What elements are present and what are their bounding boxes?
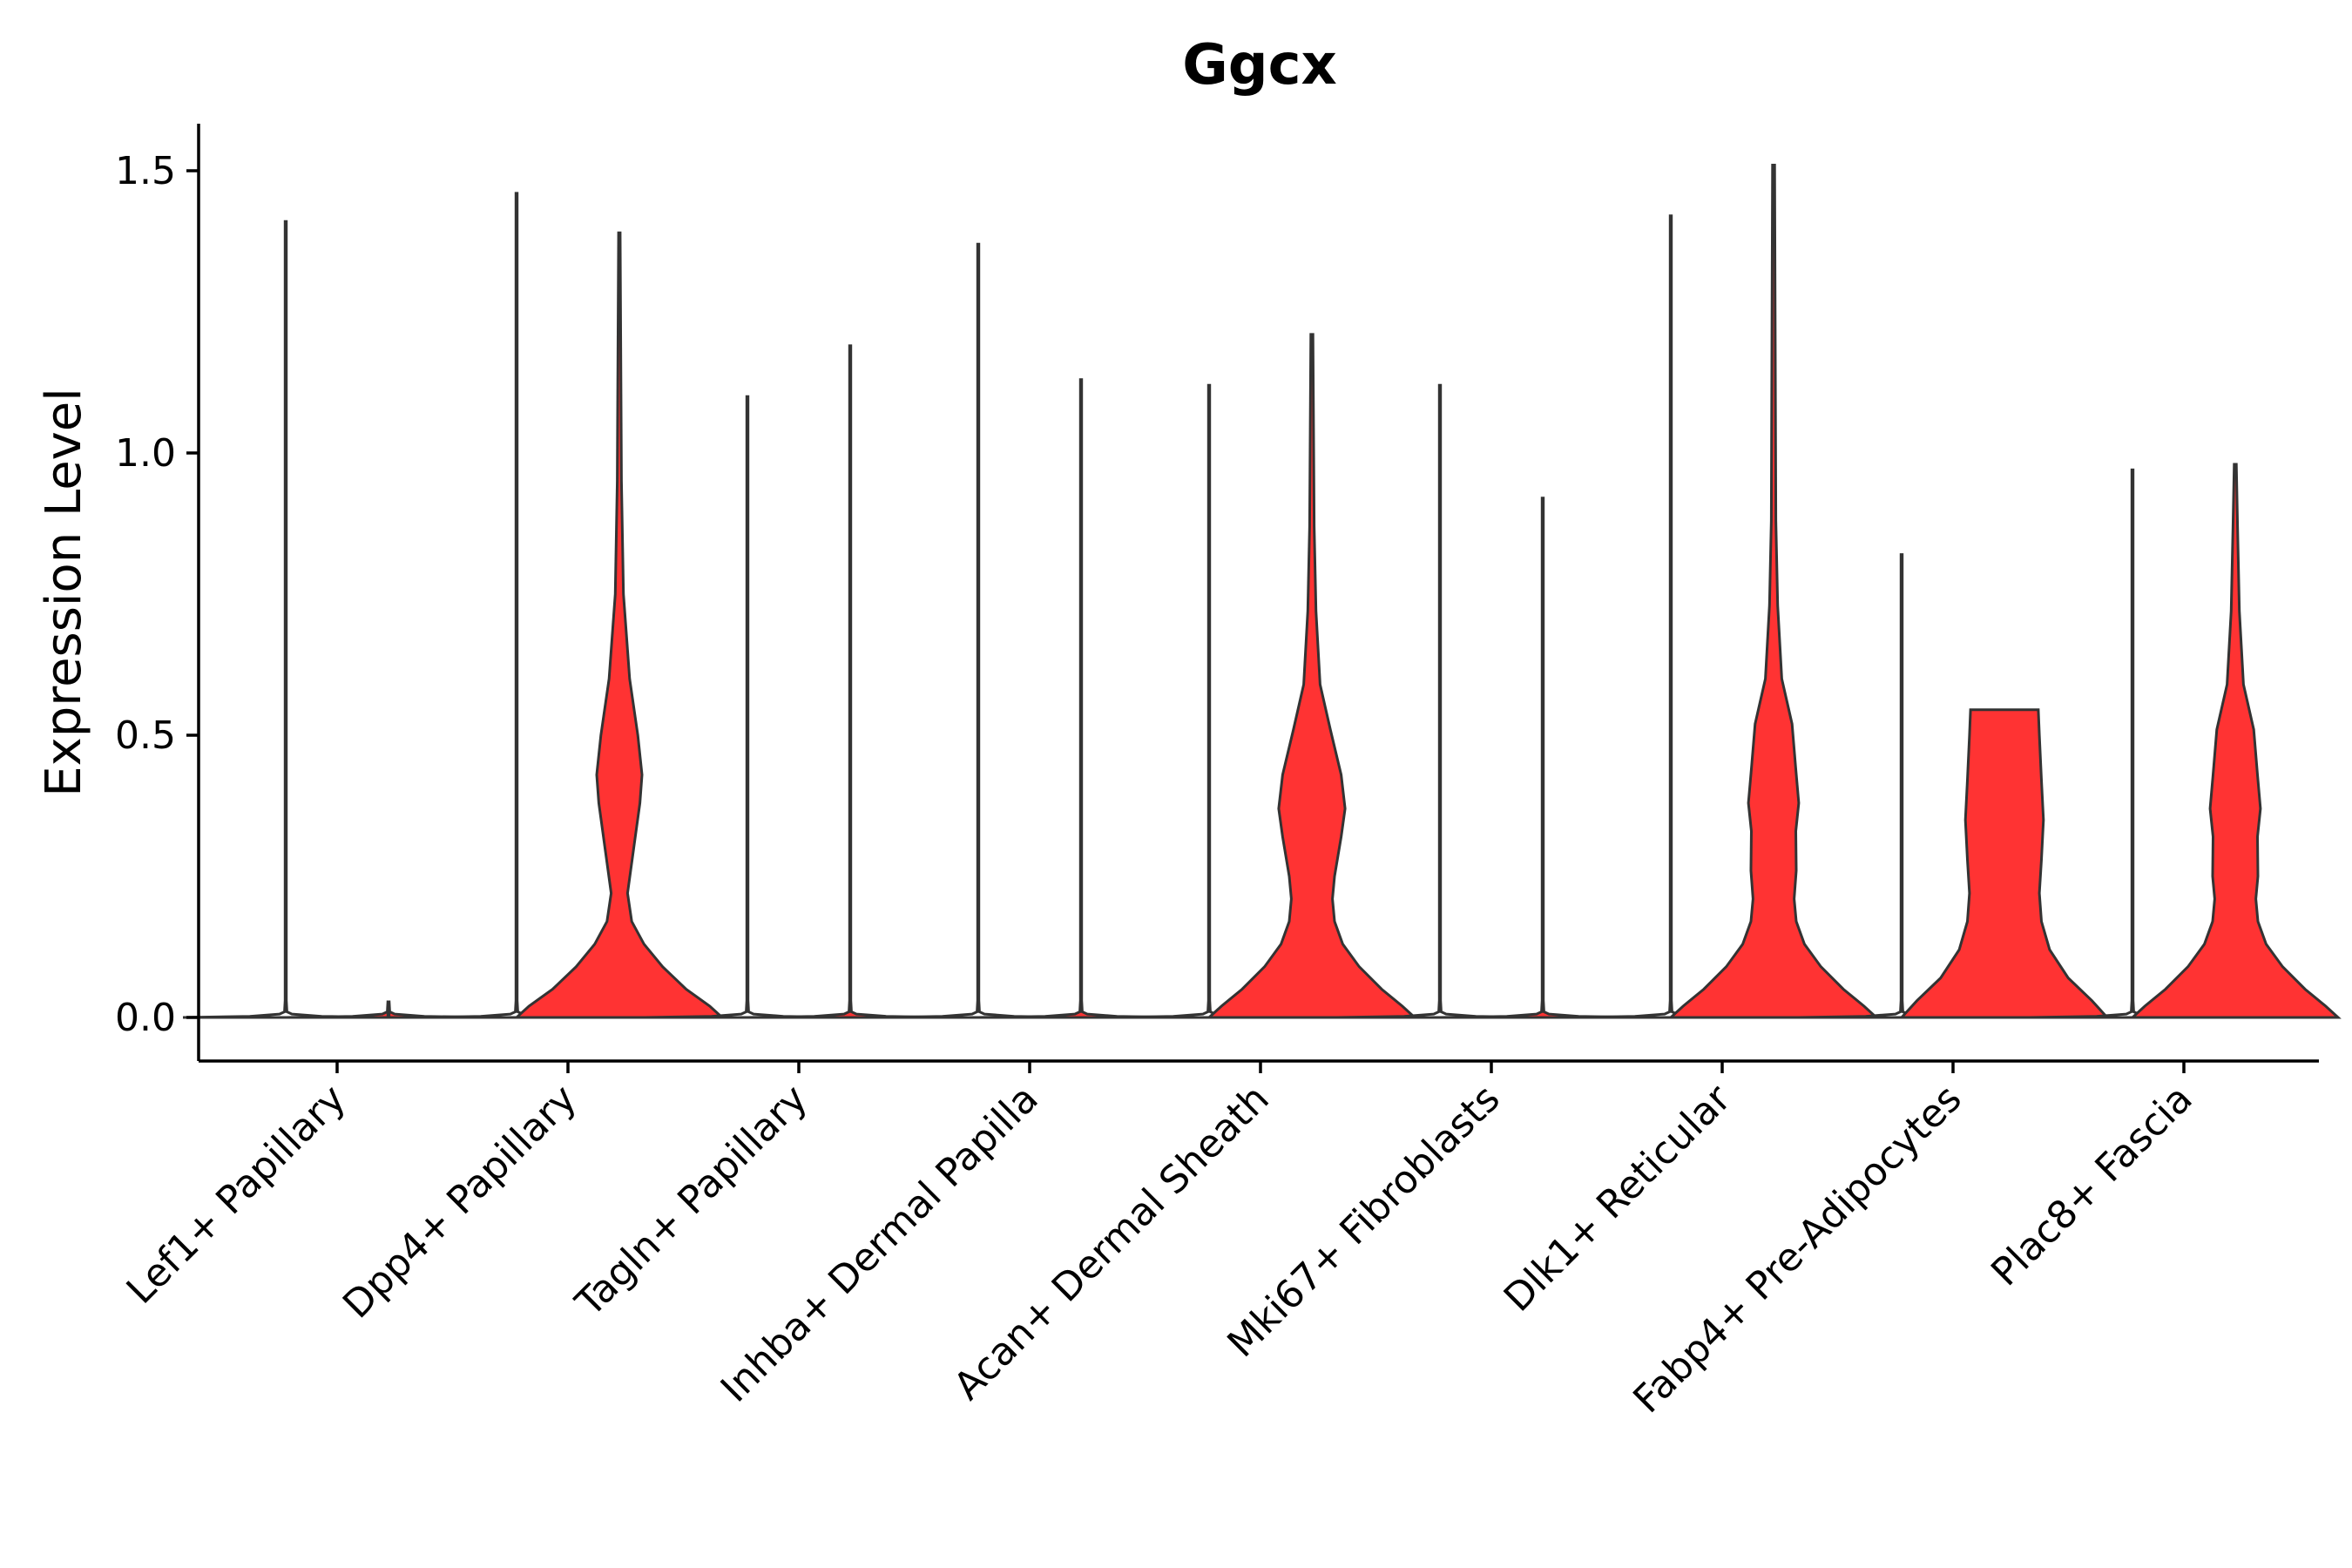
violin-yes [513, 231, 726, 1019]
violins-layer [182, 164, 2342, 1019]
x-category-label: Tagln+ Papillary [567, 1077, 816, 1326]
violin-yes [977, 378, 1185, 1019]
x-category-label: Plac8+ Fascia [1983, 1077, 2201, 1295]
y-tick-label: 1.0 [115, 431, 176, 476]
violin-yes [1898, 708, 2111, 1019]
violin-yes [1667, 164, 1880, 1019]
y-axis-label: Expression Level [36, 388, 92, 797]
violin-yes [747, 344, 954, 1019]
violin-yes [2129, 463, 2342, 1019]
violin-no [1567, 214, 1774, 1019]
y-tick-label: 0.5 [115, 713, 176, 758]
violin-yes [285, 1000, 492, 1019]
y-tick-label: 0.0 [115, 996, 176, 1040]
violin-no [875, 242, 1082, 1019]
axes [197, 124, 2319, 1063]
violin-no [2029, 468, 2236, 1019]
violin-no [644, 395, 851, 1019]
x-category-label: Lef1+ Papillary [118, 1077, 355, 1313]
violin-no [413, 192, 620, 1019]
y-tick-label: 1.5 [115, 149, 176, 193]
x-category-label: Dpp4+ Papillary [335, 1077, 585, 1328]
chart-title: Ggcx [1182, 33, 1337, 98]
violin-no [182, 220, 389, 1019]
violin-yes [1206, 333, 1418, 1019]
y-ticks: 0.0 0.5 1.0 1.5 [115, 149, 199, 1040]
violin-yes [1439, 497, 1646, 1019]
x-category-label: Dlk1+ Reticular [1496, 1076, 1740, 1321]
violin-no [1336, 383, 1544, 1019]
violin-no [1105, 383, 1313, 1019]
